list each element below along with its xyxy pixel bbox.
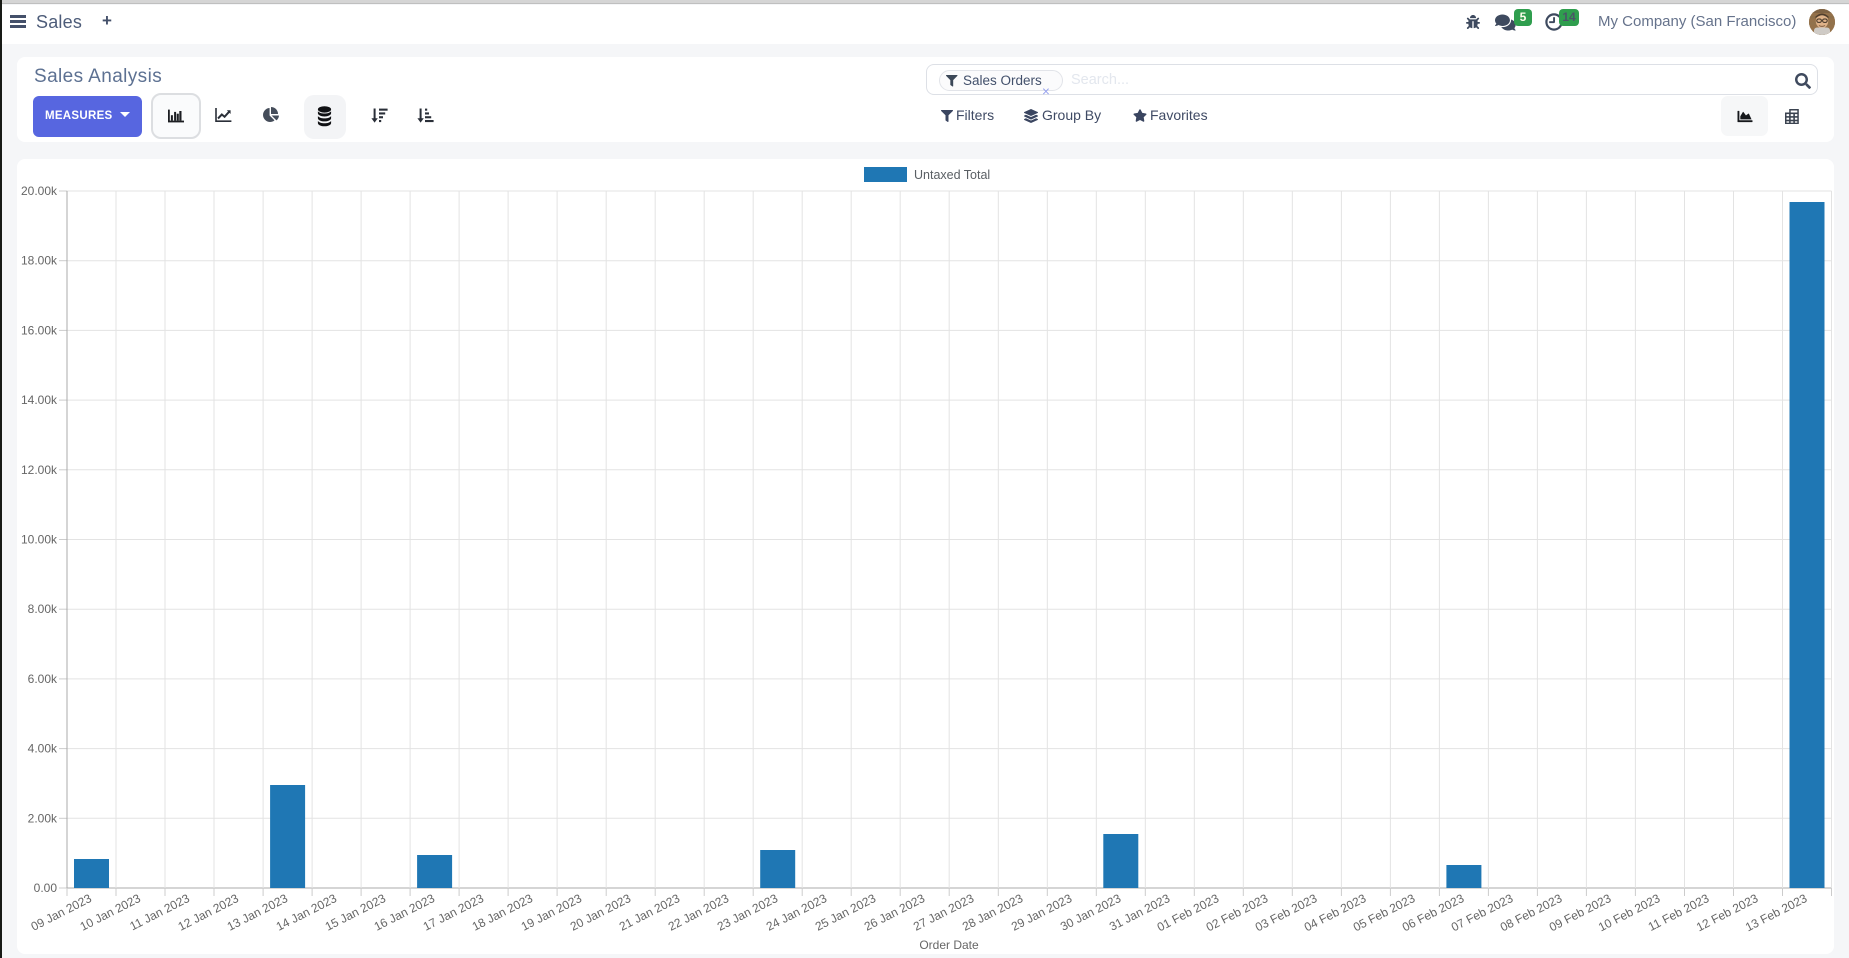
svg-text:Order Date: Order Date [919, 938, 979, 952]
svg-text:14.00k: 14.00k [21, 393, 58, 407]
svg-text:20.00k: 20.00k [21, 184, 58, 198]
svg-text:8.00k: 8.00k [28, 602, 58, 616]
svg-text:Untaxed Total: Untaxed Total [914, 168, 990, 182]
svg-text:16.00k: 16.00k [21, 323, 58, 337]
svg-text:2.00k: 2.00k [28, 811, 58, 825]
svg-text:18.00k: 18.00k [21, 254, 58, 268]
svg-text:6.00k: 6.00k [28, 672, 58, 686]
svg-text:0.00: 0.00 [34, 881, 58, 895]
svg-text:10.00k: 10.00k [21, 533, 58, 547]
svg-text:12.00k: 12.00k [21, 463, 58, 477]
svg-text:4.00k: 4.00k [28, 742, 58, 756]
